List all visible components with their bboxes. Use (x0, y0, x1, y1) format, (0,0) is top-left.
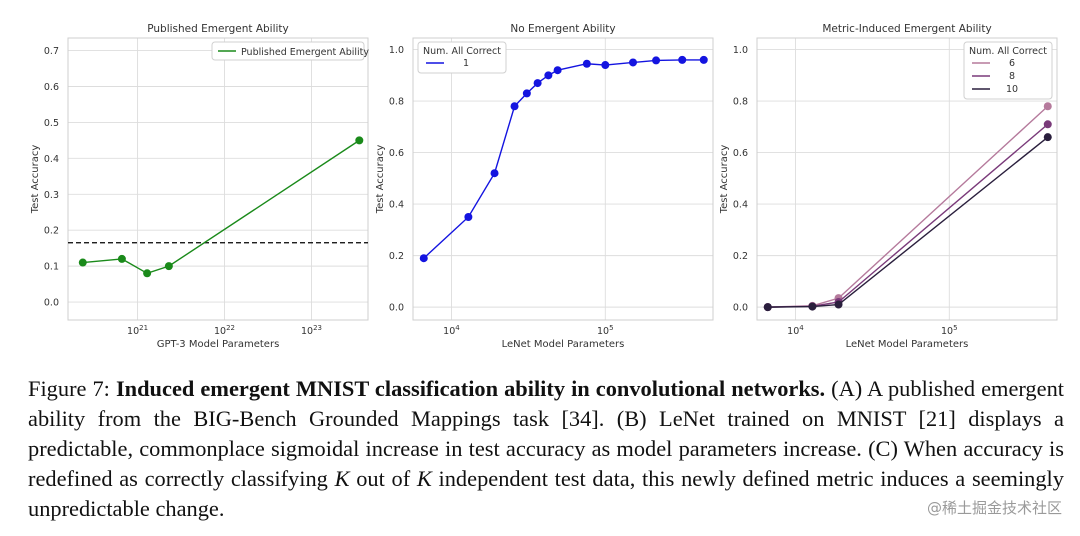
data-point (763, 303, 772, 312)
caption-label: Figure 7: (28, 376, 110, 401)
plot-frame (756, 37, 1058, 321)
data-point (582, 59, 591, 68)
data-point (808, 302, 817, 311)
x-tick-label: 1022 (214, 324, 235, 337)
data-point (652, 56, 661, 65)
y-tick-label: 0.6 (44, 82, 59, 93)
legend-entry: 8 (1009, 71, 1015, 82)
legend-box (963, 41, 1053, 100)
x-tick-label: 104 (443, 324, 460, 337)
plot-area (413, 38, 713, 320)
y-tick-label: 0.6 (389, 148, 404, 159)
y-tick-label: 0.4 (44, 154, 59, 165)
data-point (544, 71, 553, 80)
caption-title: Induced emergent MNIST classification ab… (115, 376, 826, 401)
chart-title: No Emergent Ability (510, 23, 615, 35)
x-axis-label: LeNet Model Parameters (502, 339, 625, 350)
y-tick-label: 0.4 (733, 200, 748, 211)
data-point (419, 254, 428, 263)
x-axis-label: LeNet Model Parameters (846, 339, 969, 350)
y-axis-label: Test Accuracy (30, 145, 41, 215)
legend-box (417, 41, 507, 74)
y-tick-label: 0.8 (733, 97, 748, 108)
data-point (490, 169, 499, 178)
legend-entry: 6 (1009, 58, 1015, 69)
data-point (78, 258, 87, 267)
plot-frame (67, 37, 369, 321)
y-tick-label: 0.8 (389, 97, 404, 108)
legend-title: Num. All Correct (423, 46, 501, 57)
legend-box (211, 41, 365, 61)
y-tick-label: 1.0 (733, 45, 748, 56)
data-point (601, 61, 610, 70)
y-tick-label: 0.0 (389, 303, 404, 314)
data-point (1043, 120, 1052, 129)
y-axis-label: Test Accuracy (375, 145, 386, 215)
caption-k-variable: K (334, 466, 350, 491)
data-point (1043, 102, 1052, 111)
x-tick-label: 105 (597, 324, 614, 337)
data-point (834, 300, 843, 309)
legend-entry: Published Emergent Ability (241, 47, 369, 58)
legend-entry: 1 (463, 58, 469, 69)
y-axis-label: Test Accuracy (719, 145, 730, 215)
chart-title: Published Emergent Ability (147, 23, 289, 35)
legend-entry: 10 (1006, 84, 1018, 95)
y-tick-label: 0.1 (44, 262, 59, 273)
figure-caption: Figure 7: Induced emergent MNIST classif… (28, 374, 1064, 524)
x-axis-label: GPT-3 Model Parameters (157, 339, 280, 350)
legend-title: Num. All Correct (969, 46, 1047, 57)
plot-frame (412, 37, 714, 321)
data-point (678, 55, 687, 64)
data-point (533, 79, 542, 88)
y-tick-label: 0.6 (733, 148, 748, 159)
data-point (629, 58, 637, 67)
data-point (553, 66, 562, 75)
data-point (464, 212, 473, 221)
x-tick-label: 104 (787, 324, 804, 337)
caption-text-end: independent test data, this newly define… (28, 466, 1064, 521)
data-point (143, 269, 152, 278)
caption-k-variable-2: K (416, 466, 432, 491)
caption-text: (A) A published emergent ability from th… (28, 376, 1064, 491)
data-point (164, 262, 173, 271)
y-tick-label: 0.5 (44, 118, 59, 129)
caption-text-mid: out of (356, 466, 411, 491)
chart-panel-2: No Emergent Ability LeNet Model Parameter… (375, 23, 714, 350)
data-point (117, 254, 126, 263)
data-point (510, 102, 519, 111)
y-tick-label: 0.7 (44, 46, 59, 57)
y-tick-label: 0.0 (44, 298, 59, 309)
chart-title: Metric-Induced Emergent Ability (822, 23, 991, 35)
y-tick-label: 0.4 (389, 200, 404, 211)
x-tick-label: 105 (941, 324, 958, 337)
y-tick-label: 0.2 (389, 251, 404, 262)
x-tick-label: 1023 (301, 324, 322, 337)
data-point (355, 136, 364, 145)
series-line (767, 136, 1049, 308)
data-point (522, 89, 531, 98)
y-tick-label: 0.2 (733, 251, 748, 262)
y-tick-label: 0.3 (44, 190, 59, 201)
plot-area (68, 38, 368, 320)
legend: Published Emergent Ability (211, 41, 369, 61)
y-tick-label: 1.0 (389, 45, 404, 56)
data-point (699, 55, 708, 64)
watermark: @稀土掘金技术社区 (926, 499, 1062, 517)
data-point (1043, 133, 1052, 142)
chart-panel-1: Published Emergent Ability GPT-3 Model Pa… (30, 23, 369, 350)
y-tick-label: 0.0 (733, 303, 748, 314)
chart-panel-3: Metric-Induced Emergent Ability LeNet Mod… (719, 23, 1058, 350)
x-tick-label: 1021 (127, 324, 148, 337)
y-tick-label: 0.2 (44, 226, 59, 237)
